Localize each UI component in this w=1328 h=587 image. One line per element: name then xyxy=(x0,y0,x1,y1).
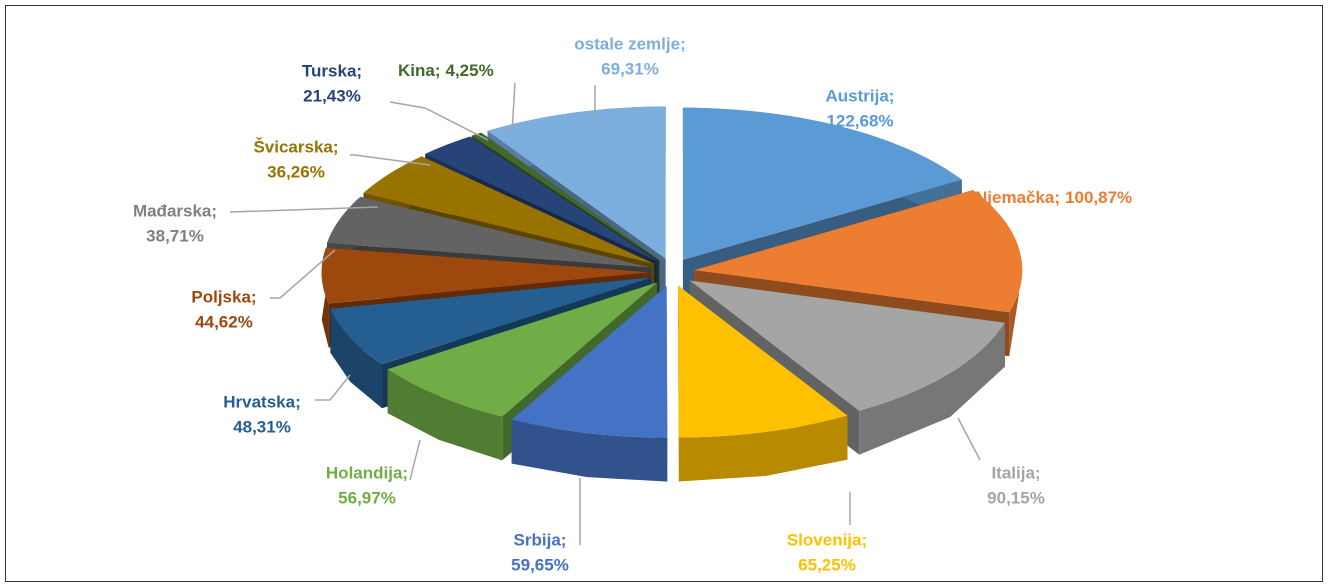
value-label: 4,25% xyxy=(446,61,494,80)
category-label: Italija; xyxy=(991,463,1040,482)
value-label: 48,31% xyxy=(233,417,291,436)
slice-top xyxy=(425,136,658,262)
slice-top xyxy=(387,282,658,417)
slice-top xyxy=(511,285,668,438)
slice-top xyxy=(678,285,848,438)
value-label: 36,26% xyxy=(267,162,325,181)
slice-side xyxy=(511,419,668,482)
slice-top xyxy=(471,132,660,261)
value-label: 65,25% xyxy=(798,555,856,574)
value-label: 38,71% xyxy=(146,226,204,245)
value-label: 90,15% xyxy=(987,488,1045,507)
category-label: Holandija; xyxy=(326,463,408,482)
slice-side xyxy=(678,415,848,482)
pie-slice xyxy=(511,285,668,482)
slice-top xyxy=(694,190,1023,313)
category-label: Poljska; xyxy=(191,287,256,306)
category-label: Slovenija; xyxy=(787,530,867,549)
slice-top xyxy=(321,247,650,304)
category-label: Kina; xyxy=(398,61,441,80)
category-label: Srbija; xyxy=(514,530,567,549)
category-label: ostale zemlje; xyxy=(574,34,686,53)
slice-wall xyxy=(678,285,679,482)
slice-top xyxy=(363,156,654,264)
slice-top xyxy=(330,277,652,365)
category-label: Austrija; xyxy=(826,86,895,105)
value-label: 59,65% xyxy=(511,555,569,574)
category-label: Hrvatska; xyxy=(223,392,301,411)
value-label: 44,62% xyxy=(195,312,253,331)
leader-line xyxy=(409,439,421,481)
leader-line xyxy=(389,101,489,141)
data-label: Kina; 4,25% xyxy=(398,61,494,80)
category-label: Mađarska; xyxy=(133,201,217,220)
leader-line xyxy=(315,374,351,401)
slice-top xyxy=(327,196,651,268)
value-label: 122,68% xyxy=(826,111,893,130)
slice-side xyxy=(387,369,503,461)
leader-line xyxy=(350,154,431,166)
leader-line xyxy=(229,206,379,213)
slice-side xyxy=(859,322,1005,455)
leader-line xyxy=(270,249,336,299)
category-label: Švicarska; xyxy=(253,137,338,156)
slice-top xyxy=(682,107,962,260)
slice-top xyxy=(487,106,666,259)
data-label: Njemačka; 100,87% xyxy=(975,188,1132,207)
category-label: Turska; xyxy=(302,61,362,80)
leader-line xyxy=(957,417,981,461)
value-label: 69,31% xyxy=(601,59,659,78)
leader-line xyxy=(511,82,516,133)
value-label: 21,43% xyxy=(303,86,361,105)
slice-top xyxy=(689,280,1005,411)
slice-side xyxy=(330,308,382,409)
category-label: Njemačka; xyxy=(975,188,1060,207)
value-label: 100,87% xyxy=(1065,188,1132,207)
pie-slice xyxy=(678,285,848,482)
value-label: 56,97% xyxy=(338,488,396,507)
